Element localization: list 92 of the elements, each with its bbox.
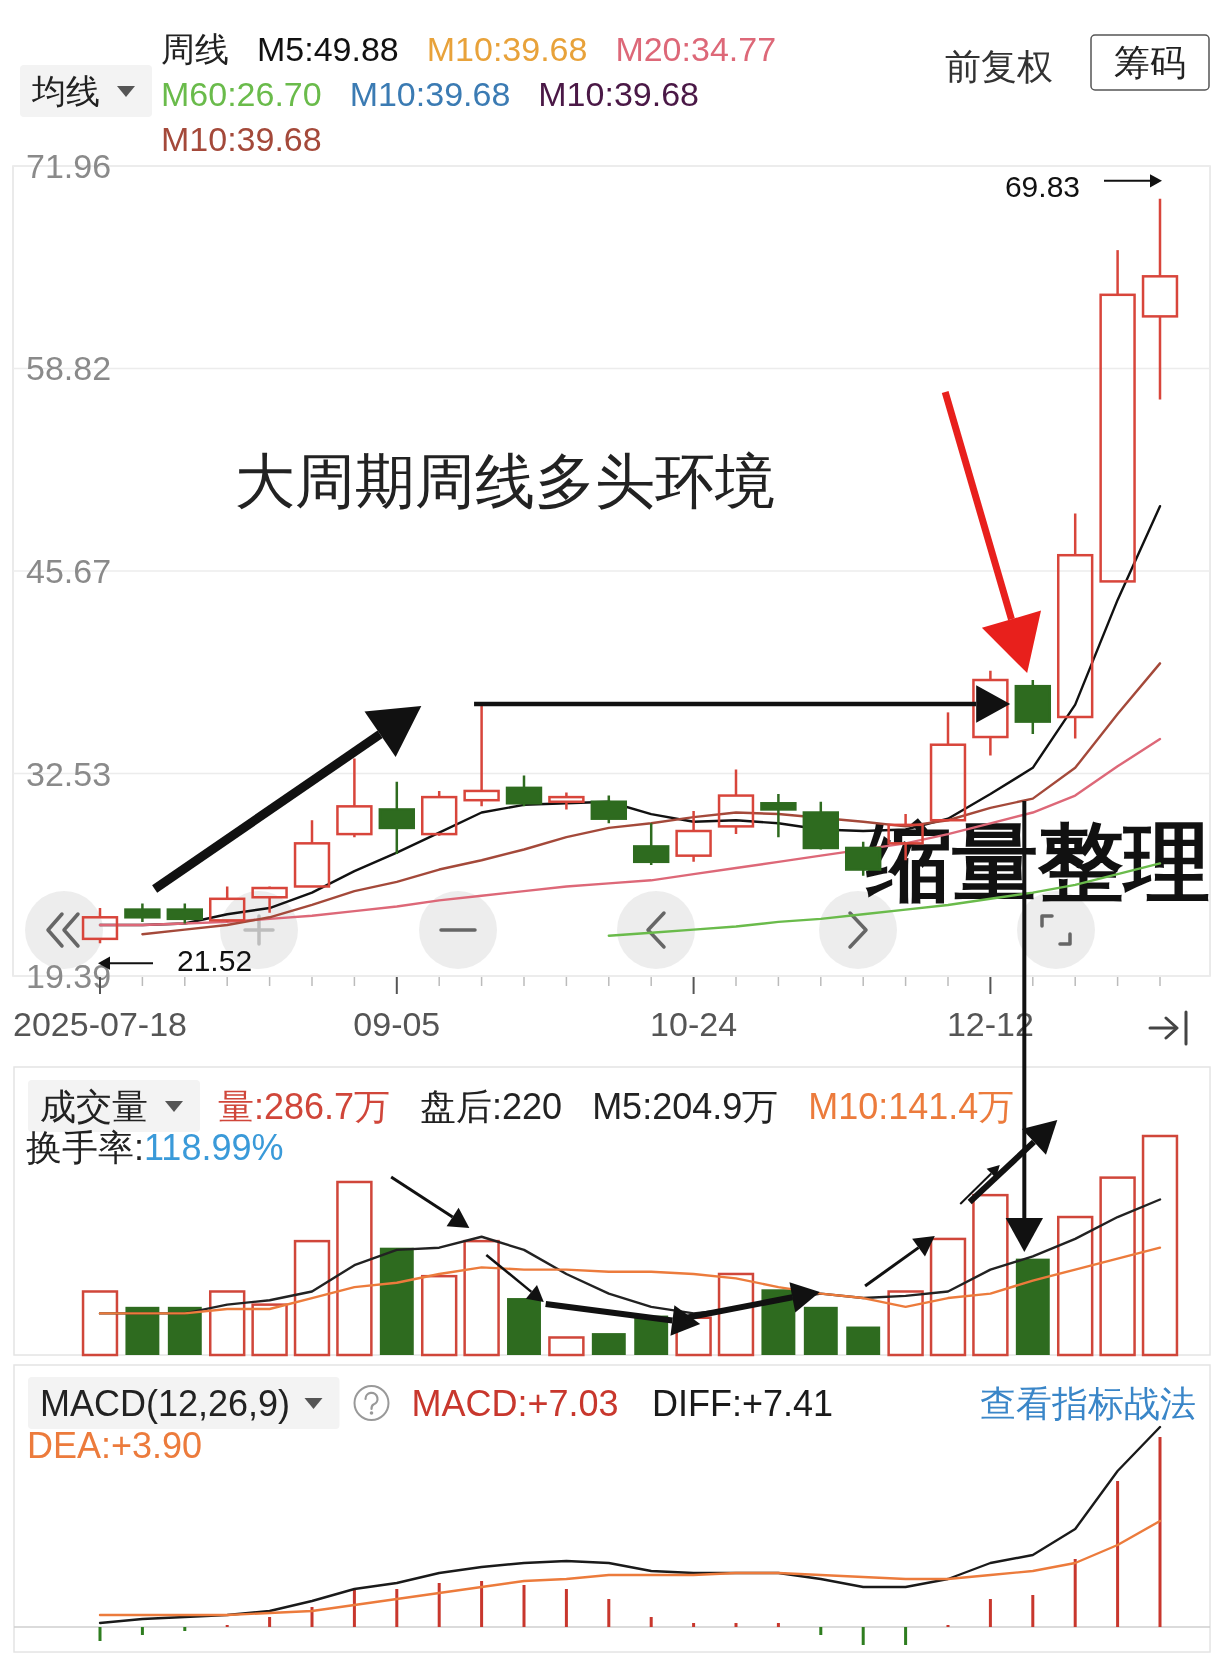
candlestick (548, 791, 585, 811)
bar (81, 1290, 119, 1357)
bar (268, 1617, 272, 1627)
bar (819, 1627, 823, 1635)
bar (293, 1239, 331, 1357)
y-tick-label: 45.67 (26, 552, 112, 591)
candlestick (972, 669, 1009, 757)
annotation: 换手率:118.99% (26, 1126, 284, 1168)
bar (988, 1599, 992, 1627)
bar (1056, 1215, 1094, 1357)
bar (1158, 1437, 1162, 1627)
bar (140, 1627, 144, 1635)
legend-label: M10:39.68 (426, 30, 588, 68)
bar (1099, 1176, 1136, 1357)
candlestick (632, 822, 670, 867)
text: DIFF:+7.41 (652, 1382, 834, 1424)
text: M10:39.68 (161, 120, 322, 158)
bar (564, 1589, 568, 1627)
text: M5:204.9万 (592, 1085, 779, 1127)
y-tick-label: 58.82 (26, 349, 112, 388)
bar (310, 1607, 314, 1627)
bar (904, 1627, 908, 1645)
candlestick (293, 818, 331, 888)
y-tick-label: 71.96 (26, 147, 112, 185)
bar (692, 1623, 696, 1627)
candlestick (378, 780, 416, 856)
chart-title: 均线 (31, 72, 100, 110)
bar (1031, 1595, 1035, 1627)
x-tick-label: 09-05 (353, 1005, 441, 1043)
bar (861, 1627, 865, 1645)
bar (420, 1274, 458, 1357)
text: M20:34.77 (615, 30, 777, 68)
legend-label: M10:39.68 (349, 75, 511, 113)
bar (395, 1589, 399, 1627)
bar (208, 1290, 246, 1357)
candlestick (717, 768, 755, 836)
bar (251, 1303, 288, 1357)
text: 筹码 (1114, 41, 1186, 83)
bar (1141, 1134, 1179, 1357)
candlestick (336, 757, 373, 839)
bar (776, 1623, 780, 1627)
text: M60:26.70 (161, 75, 322, 113)
bar (183, 1627, 187, 1631)
candlestick (760, 792, 797, 839)
bar (1116, 1481, 1120, 1627)
candlestick (1056, 512, 1094, 740)
bar (437, 1583, 441, 1627)
bar (352, 1589, 356, 1627)
candlestick (675, 809, 712, 864)
candlestick (1099, 248, 1136, 583)
text: DEA:+3.90 (27, 1424, 203, 1466)
text: 盘后:220 (420, 1085, 563, 1127)
bar (379, 1247, 414, 1355)
x-tick-label: 2025-07-18 (13, 1005, 187, 1043)
bar (887, 1290, 924, 1357)
annotation: 大周期周线多头环境 (235, 447, 775, 515)
bar (98, 1627, 102, 1641)
bar (649, 1617, 653, 1627)
candlestick (463, 703, 500, 808)
legend-title: 周线 (161, 30, 229, 68)
text: 前复权 (945, 45, 1053, 87)
text: MACD:+7.03 (411, 1382, 619, 1424)
candlestick (1014, 678, 1052, 736)
y-tick-label: 19.39 (26, 957, 112, 995)
legend-label: M10:39.68 (538, 75, 699, 113)
bar (548, 1336, 585, 1357)
bar (846, 1326, 881, 1355)
bar (591, 1333, 626, 1355)
candlestick (1141, 197, 1179, 401)
bar (336, 1180, 373, 1357)
bar (522, 1585, 526, 1627)
text: M5:49.88 (257, 30, 399, 68)
series-label: 量:286.7万 (218, 1085, 391, 1127)
chart-title: 成交量 (40, 1085, 148, 1127)
bar (734, 1623, 738, 1627)
candlestick (251, 885, 288, 914)
chart-title: MACD(12,26,9) (40, 1382, 291, 1424)
bar (607, 1599, 611, 1627)
bar (1015, 1258, 1050, 1355)
annotation: 69.83 (1004, 170, 1080, 204)
bar (929, 1237, 967, 1357)
text: M10:141.4万 (808, 1085, 1015, 1127)
text: 查看指标战法 (980, 1382, 1196, 1424)
bar (1073, 1559, 1077, 1627)
y-tick-label: 32.53 (26, 754, 112, 793)
bar (167, 1306, 202, 1355)
bar (463, 1239, 500, 1357)
bar (480, 1581, 484, 1627)
x-tick-label: 10-24 (650, 1005, 738, 1043)
annotation: 21.52 (177, 943, 253, 977)
bar (125, 1306, 160, 1355)
bar (803, 1306, 838, 1355)
